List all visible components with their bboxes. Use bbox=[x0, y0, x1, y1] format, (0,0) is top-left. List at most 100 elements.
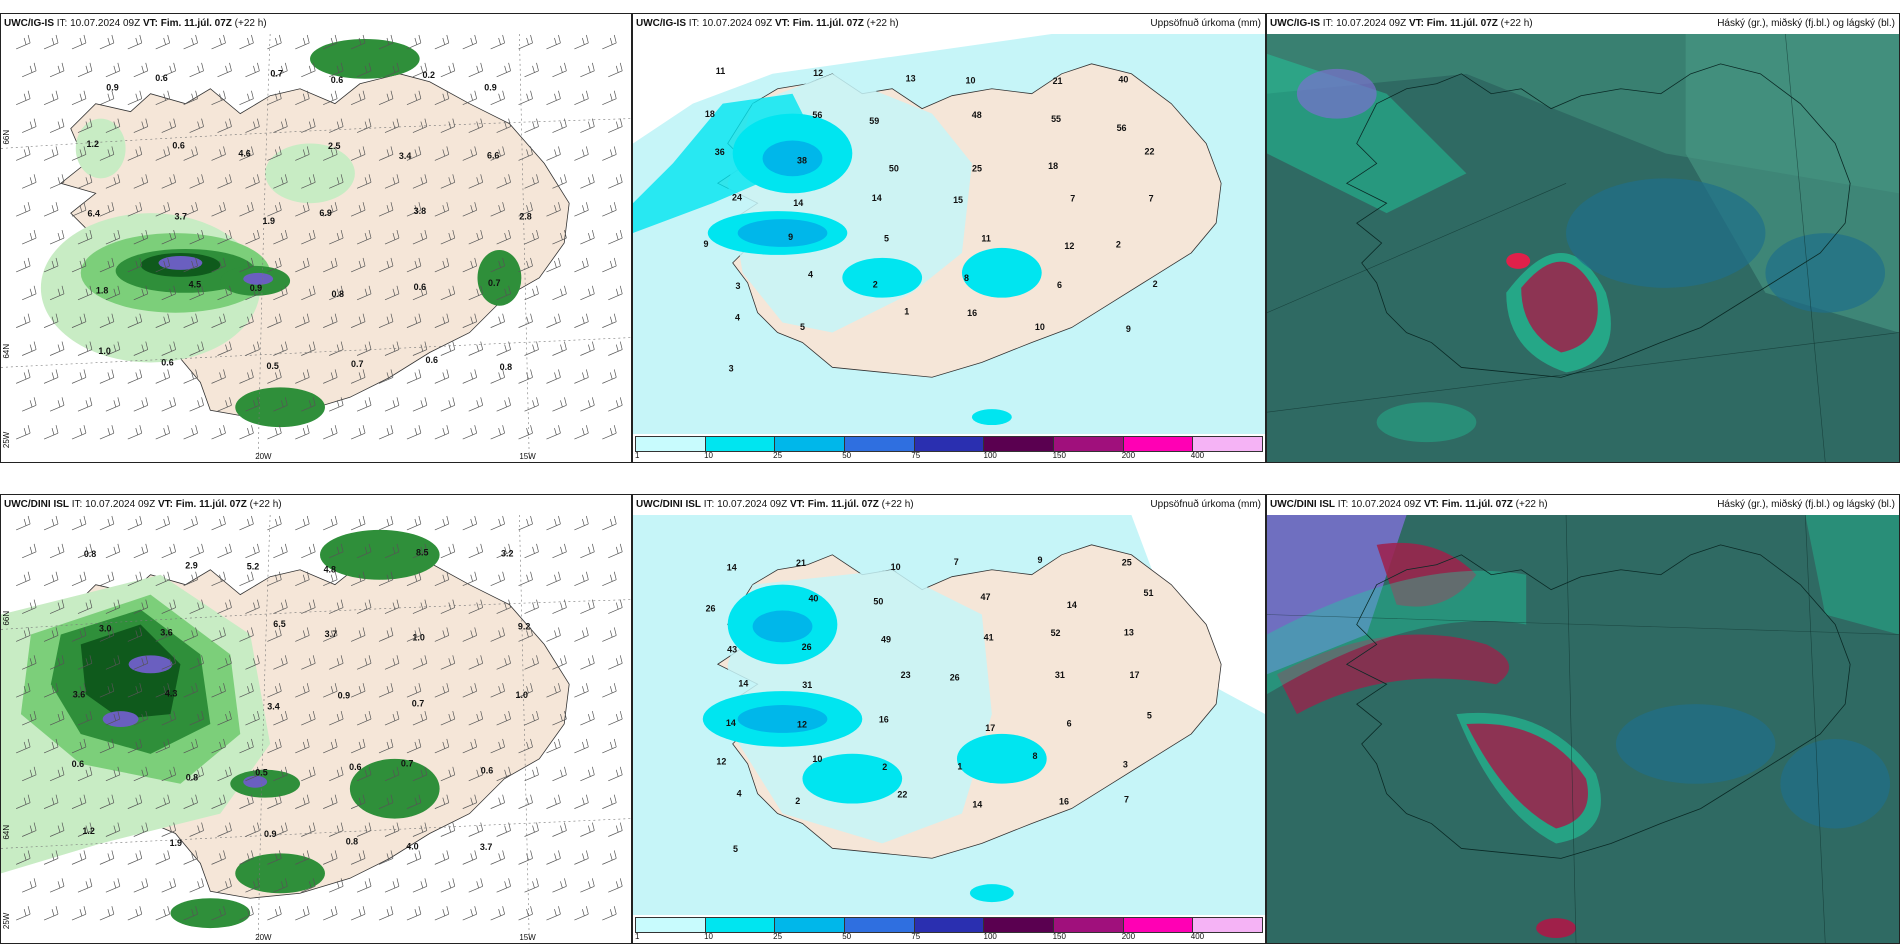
precip-value-label: 1.9 bbox=[263, 216, 275, 226]
wind-barb bbox=[546, 313, 561, 328]
wind-barb bbox=[580, 397, 595, 412]
wind-barb bbox=[574, 906, 589, 921]
wind-barb bbox=[552, 599, 567, 614]
wind-barb bbox=[183, 313, 198, 328]
precip-value-label: 12 bbox=[797, 719, 807, 729]
precip-value-label: 59 bbox=[869, 116, 879, 126]
wind-barb bbox=[183, 34, 198, 50]
wind-barb bbox=[524, 341, 539, 356]
wind-barb bbox=[16, 90, 31, 105]
wind-barb bbox=[105, 710, 121, 726]
wind-barb bbox=[490, 313, 505, 328]
precip-value-label: 6 bbox=[1057, 280, 1062, 290]
precip-value-label: 9 bbox=[1126, 324, 1131, 334]
wind-barb bbox=[267, 571, 282, 586]
wind-barb bbox=[412, 174, 428, 189]
precip-value-label: 5 bbox=[800, 322, 805, 332]
wind-barb bbox=[133, 285, 149, 301]
wind-barb bbox=[301, 710, 316, 726]
panel-title: Uppsöfnuð úrkoma (mm) bbox=[1150, 499, 1261, 510]
precip-value-label: 13 bbox=[906, 73, 916, 83]
wind-barb bbox=[462, 313, 478, 328]
wind-barb bbox=[608, 229, 623, 245]
wind-barb bbox=[580, 174, 595, 189]
wind-barb bbox=[49, 599, 65, 614]
precip-value-label: 2.8 bbox=[519, 212, 531, 222]
wind-barb bbox=[295, 90, 310, 105]
wind-barb bbox=[133, 543, 149, 559]
wind-barb bbox=[49, 710, 65, 726]
lead-time: (+22 h) bbox=[881, 499, 914, 510]
model-name: UWC/IG-IS bbox=[1270, 18, 1320, 29]
wind-barb bbox=[127, 369, 143, 384]
lon-label-20w: 20W bbox=[255, 933, 272, 942]
precip-value-label: 31 bbox=[1055, 670, 1065, 680]
wind-barb bbox=[440, 878, 456, 893]
precip-value-label: 1.2 bbox=[87, 139, 99, 149]
wind-barb bbox=[384, 655, 400, 670]
precip-value-label: 6.6 bbox=[487, 150, 499, 160]
wind-barb bbox=[239, 257, 254, 273]
precip-value-label: 21 bbox=[796, 558, 806, 568]
wind-barb bbox=[43, 146, 59, 161]
wind-barb bbox=[323, 571, 338, 586]
wind-barb bbox=[412, 878, 428, 893]
wind-barb bbox=[329, 174, 344, 189]
precip-value-label: 9 bbox=[1038, 555, 1043, 565]
precip-value-label: 2.9 bbox=[185, 560, 197, 570]
precip-value-label: 0.9 bbox=[338, 691, 350, 701]
wind-barb bbox=[329, 543, 344, 559]
wind-barb bbox=[245, 229, 260, 245]
wind-barb bbox=[412, 62, 428, 78]
wind-barb bbox=[602, 369, 617, 384]
wind-barb bbox=[412, 710, 428, 726]
wind-barb bbox=[552, 229, 567, 245]
wind-barb bbox=[434, 627, 450, 642]
legend-swatch-9 bbox=[1193, 918, 1263, 932]
wind-barb bbox=[350, 906, 366, 921]
wind-barb bbox=[105, 822, 121, 837]
wind-barb bbox=[43, 425, 59, 440]
precip-value-label: 47 bbox=[981, 592, 991, 602]
wind-barb bbox=[301, 341, 316, 356]
precip-value-label: 1.0 bbox=[412, 632, 424, 642]
precip-value-label: 40 bbox=[1118, 75, 1128, 85]
precip-value-label: 3.4 bbox=[267, 702, 279, 712]
wind-barb bbox=[273, 397, 288, 412]
accum-precip-map: 11 12 13 10 21 40 18 56 59 48 55 56 36 38 50 25 18 22 24 14… bbox=[633, 34, 1265, 434]
wind-barb bbox=[440, 174, 456, 189]
wind-barb bbox=[468, 599, 484, 614]
wind-barb bbox=[295, 738, 310, 754]
wind-barb bbox=[155, 571, 171, 586]
wind-barb bbox=[245, 543, 260, 559]
wind-barb bbox=[518, 627, 533, 642]
wind-barb bbox=[350, 202, 366, 217]
panel-accum-precip-row1: UWC/IG-IS IT: 10.07.2024 09Z VT: Fim. 11… bbox=[632, 13, 1266, 463]
legend-swatch-7 bbox=[1054, 918, 1124, 932]
wind-barb bbox=[155, 627, 171, 642]
legend-swatch-8 bbox=[1123, 918, 1194, 932]
wind-barb bbox=[301, 766, 316, 782]
wind-barb bbox=[43, 738, 59, 754]
precip-value-label: 14 bbox=[972, 799, 982, 809]
wind-barb bbox=[239, 738, 254, 754]
wind-barb bbox=[350, 627, 366, 642]
wind-barb bbox=[384, 62, 400, 78]
wind-barb bbox=[127, 90, 143, 105]
vt-label: VT: Fim. 11.júl. 07Z bbox=[1408, 18, 1498, 29]
wind-barb bbox=[16, 313, 31, 328]
precip-value-label: 8.5 bbox=[416, 547, 428, 557]
wind-barb bbox=[295, 850, 310, 865]
wind-barb bbox=[161, 543, 176, 559]
legend-swatch-2 bbox=[705, 918, 776, 932]
precip-value-label: 0.9 bbox=[264, 829, 276, 839]
wind-barb bbox=[105, 62, 121, 78]
wind-barb bbox=[323, 850, 338, 865]
panel-header: UWC/IG-IS IT: 10.07.2024 09Z VT: Fim. 11… bbox=[1267, 14, 1899, 34]
wind-barb bbox=[239, 34, 254, 50]
wind-barb bbox=[183, 683, 198, 698]
panel-header: UWC/IG-IS IT: 10.07.2024 09Z VT: Fim. 11… bbox=[1, 14, 631, 34]
wind-barb bbox=[189, 822, 204, 837]
wind-barb bbox=[574, 146, 589, 161]
